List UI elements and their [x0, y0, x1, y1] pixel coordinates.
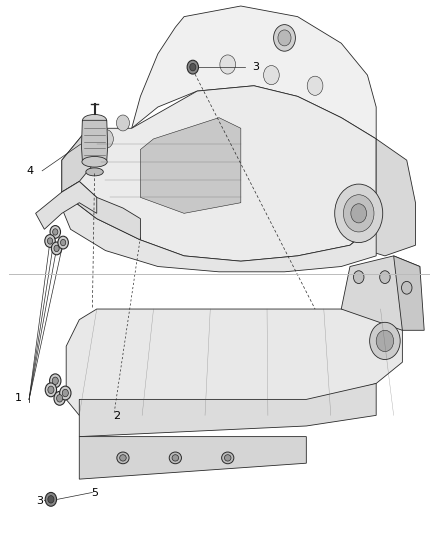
Circle shape — [47, 238, 53, 244]
Text: 3: 3 — [36, 496, 43, 506]
Circle shape — [49, 374, 61, 387]
Circle shape — [351, 204, 367, 223]
Polygon shape — [341, 256, 420, 330]
Circle shape — [48, 386, 54, 393]
Polygon shape — [35, 181, 97, 229]
Ellipse shape — [117, 452, 129, 464]
Polygon shape — [79, 383, 376, 437]
Polygon shape — [62, 192, 376, 272]
Circle shape — [52, 377, 58, 384]
Ellipse shape — [86, 168, 103, 176]
Circle shape — [370, 322, 400, 360]
Text: 2: 2 — [113, 411, 120, 422]
Text: 1: 1 — [14, 393, 21, 403]
Circle shape — [45, 383, 57, 397]
Circle shape — [60, 239, 66, 246]
Circle shape — [51, 242, 62, 255]
Circle shape — [45, 492, 57, 506]
Polygon shape — [350, 139, 416, 256]
Polygon shape — [62, 86, 376, 261]
Ellipse shape — [169, 452, 181, 464]
Polygon shape — [62, 128, 97, 192]
Circle shape — [48, 496, 54, 503]
Circle shape — [274, 25, 295, 51]
Circle shape — [402, 281, 412, 294]
Ellipse shape — [82, 115, 106, 126]
Circle shape — [98, 130, 113, 149]
Circle shape — [45, 235, 55, 247]
Circle shape — [50, 225, 60, 238]
Circle shape — [62, 389, 68, 397]
Ellipse shape — [82, 157, 107, 167]
Circle shape — [54, 391, 65, 405]
Circle shape — [307, 76, 323, 95]
Circle shape — [58, 236, 68, 249]
Circle shape — [278, 30, 291, 46]
Circle shape — [343, 195, 374, 232]
Circle shape — [60, 386, 71, 400]
Circle shape — [187, 60, 198, 74]
Polygon shape — [81, 120, 108, 160]
Circle shape — [380, 271, 390, 284]
Ellipse shape — [172, 455, 179, 461]
Ellipse shape — [222, 452, 234, 464]
Circle shape — [335, 184, 383, 243]
Circle shape — [190, 63, 196, 71]
Polygon shape — [394, 256, 424, 330]
Circle shape — [53, 229, 58, 235]
Text: 3: 3 — [252, 62, 259, 72]
Polygon shape — [141, 118, 241, 213]
Ellipse shape — [120, 455, 126, 461]
Ellipse shape — [224, 455, 231, 461]
Circle shape — [264, 66, 279, 85]
Polygon shape — [132, 6, 376, 139]
Polygon shape — [66, 309, 403, 421]
Text: 5: 5 — [91, 488, 98, 498]
Circle shape — [220, 55, 236, 74]
Circle shape — [353, 271, 364, 284]
Circle shape — [117, 115, 130, 131]
Text: 4: 4 — [27, 166, 34, 176]
Circle shape — [376, 330, 394, 352]
Polygon shape — [79, 437, 306, 479]
Circle shape — [54, 245, 59, 252]
Circle shape — [57, 394, 63, 402]
Polygon shape — [62, 181, 141, 240]
